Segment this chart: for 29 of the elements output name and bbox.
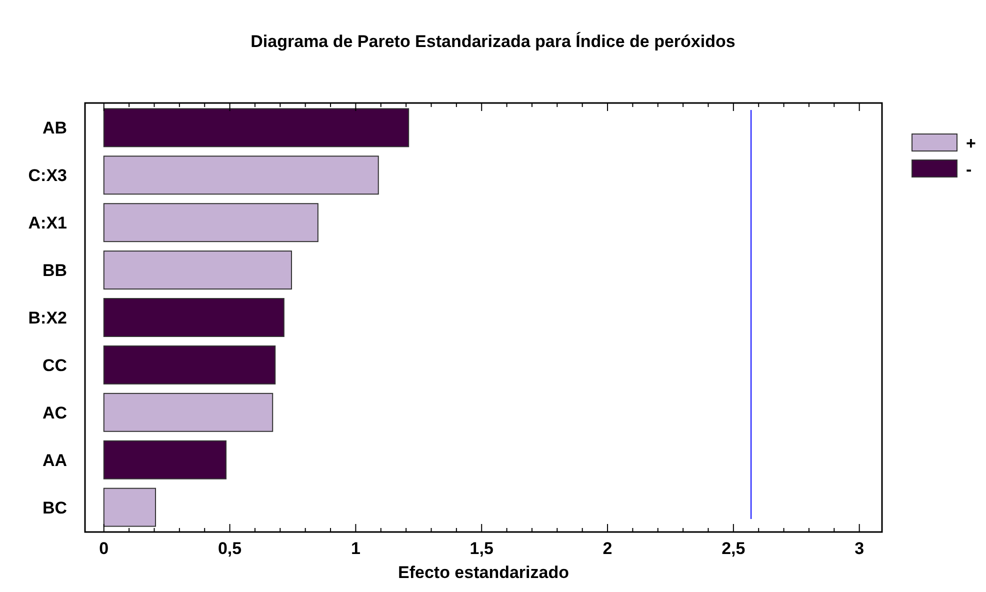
chart-title: Diagrama de Pareto Estandarizada para Índice de peróxidos <box>250 31 736 51</box>
bar <box>103 156 379 195</box>
y-tick-label: CC <box>42 356 67 375</box>
x-tick-label: 2 <box>602 539 612 558</box>
y-tick-label: BC <box>42 498 67 518</box>
y-tick-label: AC <box>42 403 67 422</box>
bar <box>103 488 156 527</box>
bar <box>103 440 227 480</box>
y-tick-label: AA <box>42 450 67 470</box>
x-tick-label: 3 <box>854 539 864 558</box>
x-axis-title: Efecto estandarizado <box>398 563 569 582</box>
y-tick-label: BB <box>42 260 67 280</box>
x-tick-label: 0 <box>99 539 109 558</box>
bar <box>103 203 318 242</box>
y-tick-label: AB <box>42 118 67 138</box>
x-tick-label: 2,5 <box>722 539 746 558</box>
legend-label: - <box>966 160 972 179</box>
bar <box>103 108 410 148</box>
x-tick-label: 1 <box>350 539 360 558</box>
bar <box>103 298 284 337</box>
bar <box>103 250 292 290</box>
y-tick-label: B:X2 <box>28 308 67 328</box>
bar <box>103 392 274 432</box>
y-tick-label: C:X3 <box>28 166 67 186</box>
legend-label: + <box>966 134 976 153</box>
bar <box>103 345 276 384</box>
y-tick-label: A:X1 <box>28 214 67 233</box>
x-tick-label: 1,5 <box>470 539 494 558</box>
x-tick-label: 0,5 <box>218 539 242 558</box>
